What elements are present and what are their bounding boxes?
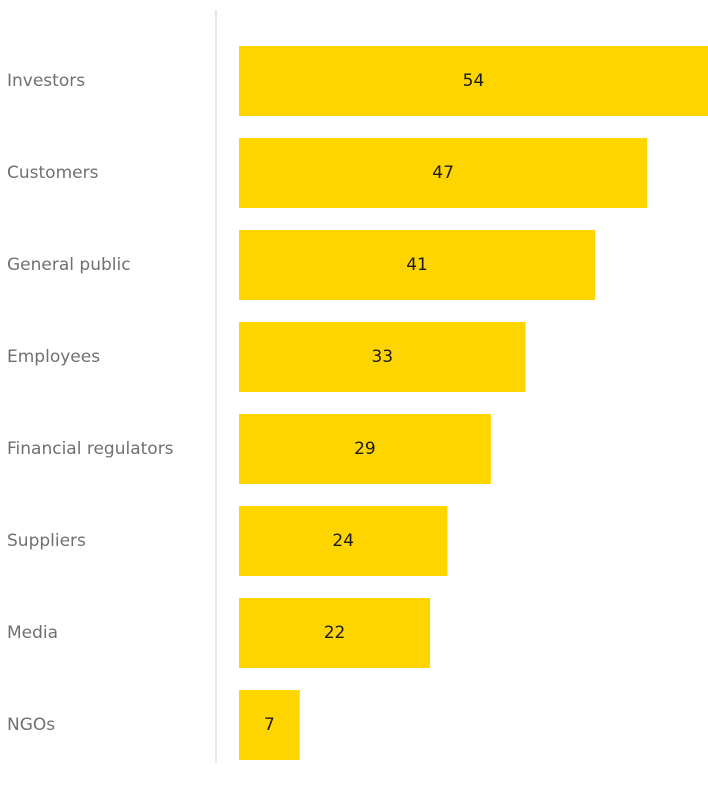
bar	[239, 690, 300, 760]
bar	[239, 46, 708, 116]
category-labels: Investors Customers General public Employee…	[7, 71, 174, 735]
bar	[239, 138, 648, 208]
category-label: Customers	[7, 163, 99, 183]
category-label: General public	[7, 255, 131, 275]
value-label: 54	[463, 71, 485, 91]
category-label: Investors	[7, 71, 85, 91]
bar	[239, 322, 526, 392]
bar	[239, 230, 596, 300]
value-label: 41	[406, 255, 428, 275]
category-label: Suppliers	[7, 531, 86, 551]
bars	[239, 46, 708, 760]
value-label: 7	[264, 715, 275, 735]
category-label: Employees	[7, 347, 100, 367]
bar	[239, 506, 448, 576]
category-label: NGOs	[7, 715, 55, 735]
bar	[239, 414, 491, 484]
value-labels: 54 47 41 33 29 24 22 7	[264, 71, 484, 735]
value-label: 47	[432, 163, 454, 183]
value-label: 33	[371, 347, 393, 367]
value-label: 22	[324, 623, 346, 643]
value-label: 24	[332, 531, 354, 551]
value-label: 29	[354, 439, 376, 459]
category-label: Financial regulators	[7, 439, 174, 459]
category-label: Media	[7, 623, 58, 643]
bar	[239, 598, 431, 668]
